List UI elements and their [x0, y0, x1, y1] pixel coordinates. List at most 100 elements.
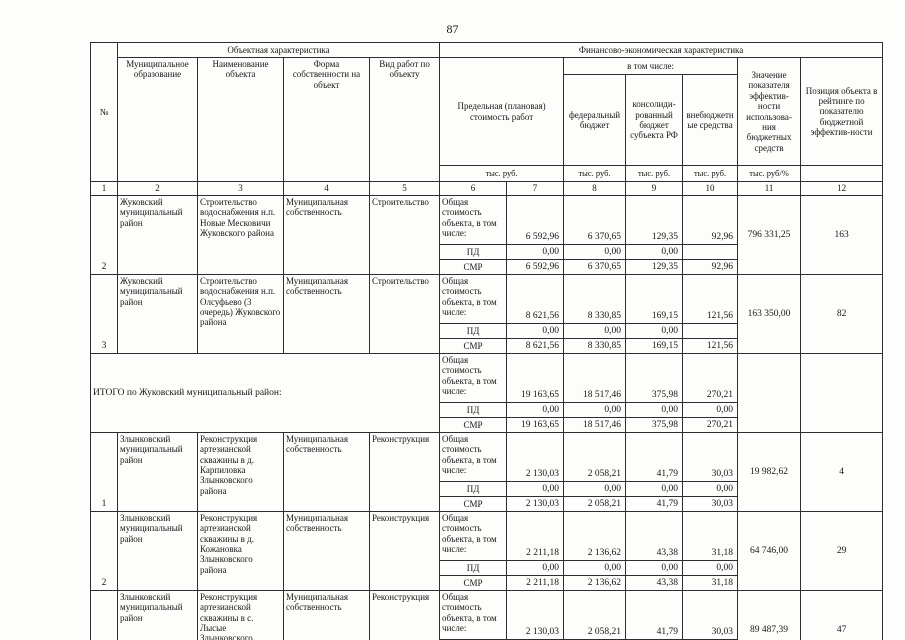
smr-federal-value: 2 136,62 — [563, 575, 627, 591]
table-row: ПД 0,00 0,00 0,00 0,00 — [91, 481, 883, 497]
object-cell: Реконструкция артезианской скважины в с.… — [197, 590, 284, 640]
row-number: 3 — [90, 274, 118, 354]
smr-row-label: СМР — [439, 259, 508, 275]
col-num-6: 6 — [439, 181, 508, 196]
pd-row-label: ПД — [439, 402, 508, 418]
smr-row-label: СМР — [439, 575, 508, 591]
pd-row-label: ПД — [439, 481, 508, 497]
table-row: 3 Злынковский муниципальный район Реконс… — [90, 590, 884, 640]
col-num-8: 8 — [563, 181, 627, 196]
object-cell: Строительство водоснабжения н.п. Новые М… — [197, 195, 284, 275]
row-number: 2 — [90, 195, 118, 275]
header-object-group: Объектная характеристика — [116, 42, 441, 58]
budget-efficiency-table: № Объектная характеристика Финансово-эко… — [89, 42, 884, 640]
work-type-cell: Реконструкция — [368, 590, 441, 640]
municipality-cell: Злынковский муниципальный район — [117, 511, 198, 591]
total-cost-value: 2 130,03 — [506, 590, 565, 640]
consolidated-value: 129,35 — [625, 195, 684, 245]
table-row: 2 Злынковский муниципальный район Реконс… — [90, 511, 884, 591]
col-num-11: 11 — [737, 181, 802, 196]
smr-federal-value: 18 517,46 — [563, 417, 627, 433]
smr-federal-value: 2 058,21 — [563, 496, 627, 512]
smr-cost-value: 8 621,56 — [506, 338, 565, 354]
cost-row-label: Общая стоимость объекта, в том числе: — [439, 511, 508, 561]
smr-cost-value: 19 163,65 — [506, 417, 565, 433]
col-num-3: 3 — [197, 181, 284, 196]
col-num-4: 4 — [283, 181, 370, 196]
header-extra-budget: внебюджетные средства — [682, 74, 739, 166]
total-cost-value: 2 130,03 — [506, 432, 565, 482]
smr-extra-value: 31,18 — [682, 575, 739, 591]
federal-value: 2 058,21 — [563, 590, 627, 640]
unit-cost: тыс. руб. — [439, 165, 565, 182]
smr-row-label: СМР — [439, 417, 508, 433]
consolidated-value: 41,79 — [625, 590, 684, 640]
efficiency-cell: 64 746,00 — [737, 511, 802, 591]
unit-efficiency: тыс. руб/% — [737, 165, 802, 182]
pd-consolidated-value: 0,00 — [625, 481, 684, 497]
col-num-12: 12 — [800, 181, 884, 196]
efficiency-cell: 796 331,25 — [737, 195, 802, 275]
pd-consolidated-value: 0,00 — [625, 402, 684, 418]
pd-federal-value: 0,00 — [563, 560, 627, 576]
pd-extra-value: 0,00 — [682, 481, 739, 497]
municipality-cell: Жуковский муниципальный район — [117, 274, 198, 354]
header-no: № — [90, 42, 118, 182]
header-efficiency: Значение показателя эффектив-ности испол… — [737, 57, 802, 166]
efficiency-cell: 89 487,39 — [737, 590, 802, 640]
table-row: 3 Жуковский муниципальный район Строител… — [90, 274, 884, 354]
header-including: в том числе: — [563, 57, 739, 75]
header-cost-limit: Предельная (плановая) стоимость работ — [439, 57, 565, 166]
extra-value: 30,03 — [682, 590, 739, 640]
consolidated-value: 169,15 — [625, 274, 684, 324]
col-num-9: 9 — [625, 181, 684, 196]
table-row: 1 Злынковский муниципальный район Реконс… — [90, 432, 884, 512]
pd-extra-value — [682, 323, 739, 339]
ownership-cell: Муниципальная собственность — [283, 195, 370, 275]
work-type-cell: Реконструкция — [368, 511, 441, 591]
total-cost-value: 19 163,65 — [506, 353, 565, 403]
header-consolidated-budget: консолиди-рованный бюджет субъекта РФ — [625, 74, 684, 166]
col-num-7: 7 — [506, 181, 565, 196]
object-cell: Реконструкция артезианской скважины в д.… — [197, 511, 284, 591]
efficiency-cell: 163 350,00 — [737, 274, 802, 354]
smr-extra-value: 270,21 — [682, 417, 739, 433]
federal-value: 2 058,21 — [563, 432, 627, 482]
table-row: СМР 2 211,18 2 136,62 43,38 31,18 — [91, 575, 883, 591]
rating-cell: 82 — [800, 274, 884, 354]
smr-extra-value: 121,56 — [682, 338, 739, 354]
cost-row-label: Общая стоимость объекта, в том числе: — [439, 353, 508, 403]
rating-cell — [800, 353, 884, 433]
extra-value: 30,03 — [682, 432, 739, 482]
cost-row-label: Общая стоимость объекта, в том числе: — [439, 590, 508, 640]
work-type-cell: Реконструкция — [368, 432, 441, 512]
object-cell: Реконструкция артезианской скважины в д.… — [197, 432, 284, 512]
extra-value: 270,21 — [682, 353, 739, 403]
smr-federal-value: 8 330,85 — [563, 338, 627, 354]
smr-extra-value: 30,03 — [682, 496, 739, 512]
pd-consolidated-value: 0,00 — [625, 244, 684, 260]
pd-row-label: ПД — [439, 244, 508, 260]
total-cost-value: 6 592,96 — [506, 195, 565, 245]
smr-consolidated-value: 375,98 — [625, 417, 684, 433]
header-federal-budget: федеральный бюджет — [563, 74, 627, 166]
col-num-1: 1 — [90, 181, 118, 196]
col-num-10: 10 — [682, 181, 739, 196]
smr-federal-value: 6 370,65 — [563, 259, 627, 275]
federal-value: 18 517,46 — [563, 353, 627, 403]
work-type-cell: Строительство — [368, 274, 441, 354]
pd-cost-value: 0,00 — [506, 244, 565, 260]
ownership-cell: Муниципальная собственность — [283, 274, 370, 354]
pd-extra-value: 0,00 — [682, 560, 739, 576]
consolidated-value: 43,38 — [625, 511, 684, 561]
consolidated-value: 375,98 — [625, 353, 684, 403]
pd-row-label: ПД — [439, 560, 508, 576]
pd-cost-value: 0,00 — [506, 402, 565, 418]
row-number: 2 — [90, 511, 118, 591]
pd-cost-value: 0,00 — [506, 481, 565, 497]
ownership-cell: Муниципальная собственность — [283, 432, 370, 512]
federal-value: 6 370,65 — [563, 195, 627, 245]
col-num-5: 5 — [368, 181, 441, 196]
header-work-type: Вид работ по объекту — [368, 57, 441, 182]
